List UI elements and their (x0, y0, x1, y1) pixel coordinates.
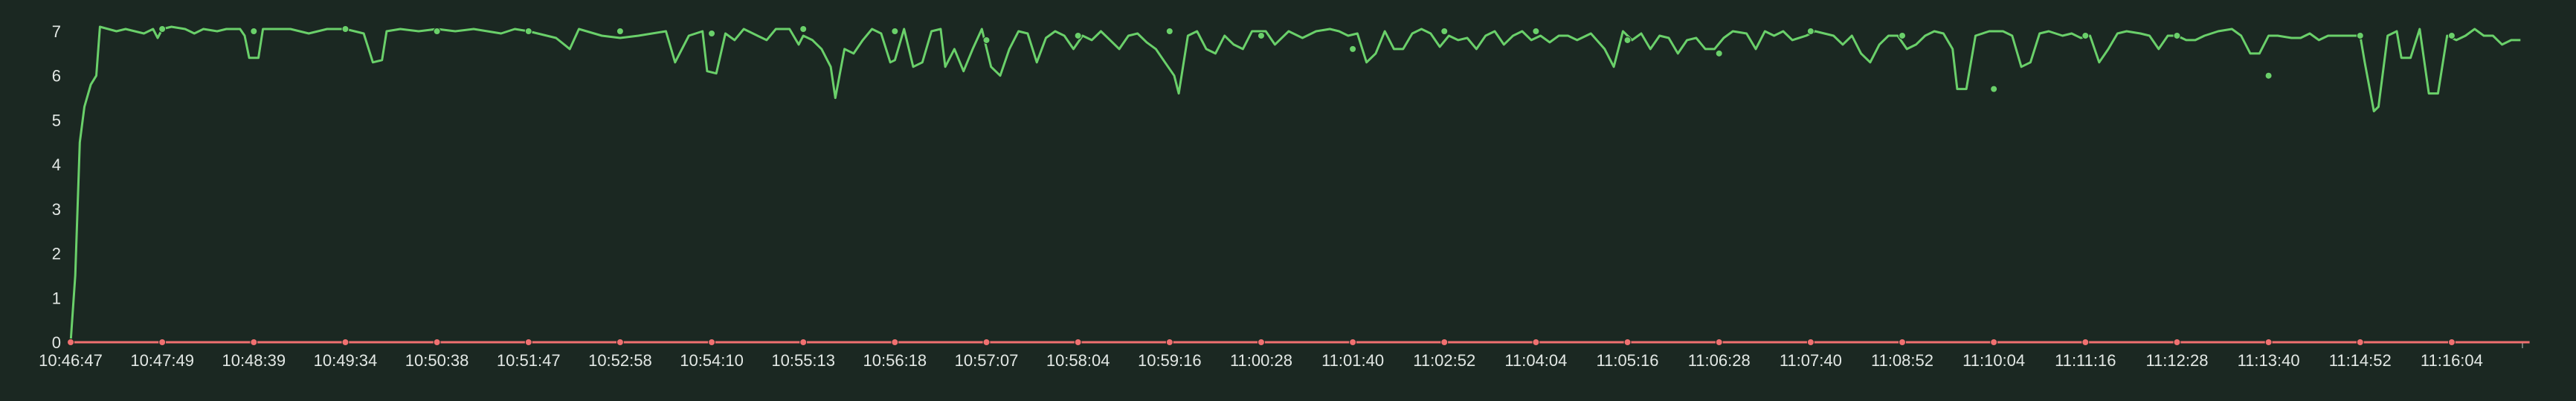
data-point-series-0[interactable] (1715, 49, 1723, 57)
data-point-series-1[interactable] (891, 339, 899, 346)
y-tick-label: 1 (52, 289, 61, 307)
data-point-series-1[interactable] (250, 339, 258, 346)
x-tick-label: 10:48:39 (222, 351, 286, 370)
data-point-series-0[interactable] (982, 36, 991, 44)
x-tick-label: 11:04:04 (1504, 351, 1567, 370)
x-tick-label: 11:02:52 (1413, 351, 1475, 370)
y-tick-label: 6 (52, 67, 61, 86)
data-point-series-0[interactable] (2173, 31, 2181, 39)
data-point-series-1[interactable] (1165, 339, 1173, 346)
data-point-series-0[interactable] (2356, 31, 2364, 39)
data-point-series-1[interactable] (2081, 339, 2090, 346)
data-point-series-1[interactable] (799, 339, 808, 346)
data-point-series-0[interactable] (891, 28, 899, 35)
x-tick-label: 10:59:16 (1138, 351, 1202, 370)
x-tick-label: 11:08:52 (1871, 351, 1933, 370)
data-point-series-0[interactable] (1440, 28, 1449, 35)
data-point-series-1[interactable] (2356, 339, 2364, 346)
data-point-series-1[interactable] (341, 339, 350, 346)
data-point-series-0[interactable] (1990, 85, 1998, 93)
x-tick-label: 10:49:34 (314, 351, 378, 370)
y-tick-label: 5 (52, 111, 61, 129)
data-point-series-1[interactable] (67, 339, 74, 346)
data-point-series-1[interactable] (616, 339, 624, 346)
x-tick-label: 11:05:16 (1597, 351, 1659, 370)
data-point-series-0[interactable] (1257, 31, 1265, 39)
series-line-0 (69, 25, 2521, 343)
data-point-series-0[interactable] (341, 25, 350, 33)
data-point-series-1[interactable] (433, 339, 441, 346)
x-tick-label: 11:00:28 (1230, 351, 1292, 370)
data-point-series-1[interactable] (1899, 339, 1906, 346)
data-point-series-1[interactable] (1074, 339, 1082, 346)
x-tick-label: 10:50:38 (405, 351, 469, 370)
x-tick-label: 10:58:04 (1046, 351, 1110, 370)
y-tick-label: 2 (52, 245, 61, 263)
x-tick-label: 10:55:13 (771, 351, 835, 370)
y-tick-label: 3 (52, 200, 61, 219)
y-tick-label: 7 (52, 22, 61, 41)
x-axis: 10:46:47 10:47:49 10:48:39 10:49:34 10:50:38… (39, 341, 2523, 370)
data-point-series-0[interactable] (799, 25, 808, 33)
data-point-series-1[interactable] (1440, 339, 1449, 346)
data-point-series-0[interactable] (433, 28, 441, 35)
data-point-series-0[interactable] (1623, 36, 1632, 44)
x-tick-label: 10:56:18 (863, 351, 927, 370)
x-tick-label: 10:57:07 (955, 351, 1019, 370)
series-layer (67, 25, 2530, 346)
data-point-series-1[interactable] (1257, 339, 1265, 346)
data-point-series-0[interactable] (1899, 31, 1906, 39)
data-point-series-0[interactable] (1349, 45, 1357, 53)
data-point-series-1[interactable] (2264, 339, 2273, 346)
data-point-series-0[interactable] (2081, 31, 2090, 39)
data-point-series-0[interactable] (1806, 28, 1815, 35)
data-point-series-1[interactable] (524, 339, 532, 346)
y-tick-label: 4 (52, 155, 61, 174)
x-tick-label: 11:01:40 (1321, 351, 1384, 370)
data-point-series-1[interactable] (1715, 339, 1723, 346)
data-point-series-1[interactable] (1806, 339, 1815, 346)
x-tick-label: 11:11:16 (2055, 351, 2116, 370)
data-point-series-0[interactable] (1074, 31, 1082, 39)
x-tick-label: 11:07:40 (1780, 351, 1842, 370)
data-point-series-0[interactable] (1532, 28, 1540, 35)
x-tick-label: 10:51:47 (497, 351, 561, 370)
x-tick-label: 11:06:28 (1688, 351, 1751, 370)
y-axis: 0 1 2 3 4 5 6 7 (52, 22, 61, 352)
x-tick-label: 10:47:49 (130, 351, 194, 370)
data-point-series-1[interactable] (2173, 339, 2181, 346)
x-tick-label: 11:16:04 (2421, 351, 2483, 370)
x-tick-label: 11:10:04 (1962, 351, 2025, 370)
data-point-series-0[interactable] (1165, 28, 1173, 35)
data-point-series-0[interactable] (2264, 71, 2273, 80)
data-point-series-1[interactable] (708, 339, 716, 346)
data-point-series-0[interactable] (524, 28, 532, 35)
data-point-series-1[interactable] (982, 339, 991, 346)
data-point-series-1[interactable] (1623, 339, 1632, 346)
x-tick-label: 11:12:28 (2145, 351, 2208, 370)
x-tick-label: 10:46:47 (39, 351, 103, 370)
x-tick-label: 10:52:58 (588, 351, 652, 370)
data-point-series-0[interactable] (250, 28, 258, 35)
data-point-series-0[interactable] (616, 28, 624, 35)
data-point-series-0[interactable] (708, 29, 716, 37)
data-point-series-1[interactable] (1532, 339, 1540, 346)
x-tick-label: 11:13:40 (2238, 351, 2300, 370)
data-point-series-1[interactable] (1349, 339, 1357, 346)
data-point-series-0[interactable] (158, 25, 167, 33)
x-tick-label: 10:54:10 (680, 351, 744, 370)
data-point-series-1[interactable] (2447, 339, 2456, 346)
y-tick-label: 0 (52, 333, 61, 352)
data-point-series-1[interactable] (1990, 339, 1998, 346)
x-tick-label: 11:14:52 (2329, 351, 2392, 370)
data-point-series-1[interactable] (158, 339, 167, 346)
data-point-series-0[interactable] (2447, 31, 2456, 39)
